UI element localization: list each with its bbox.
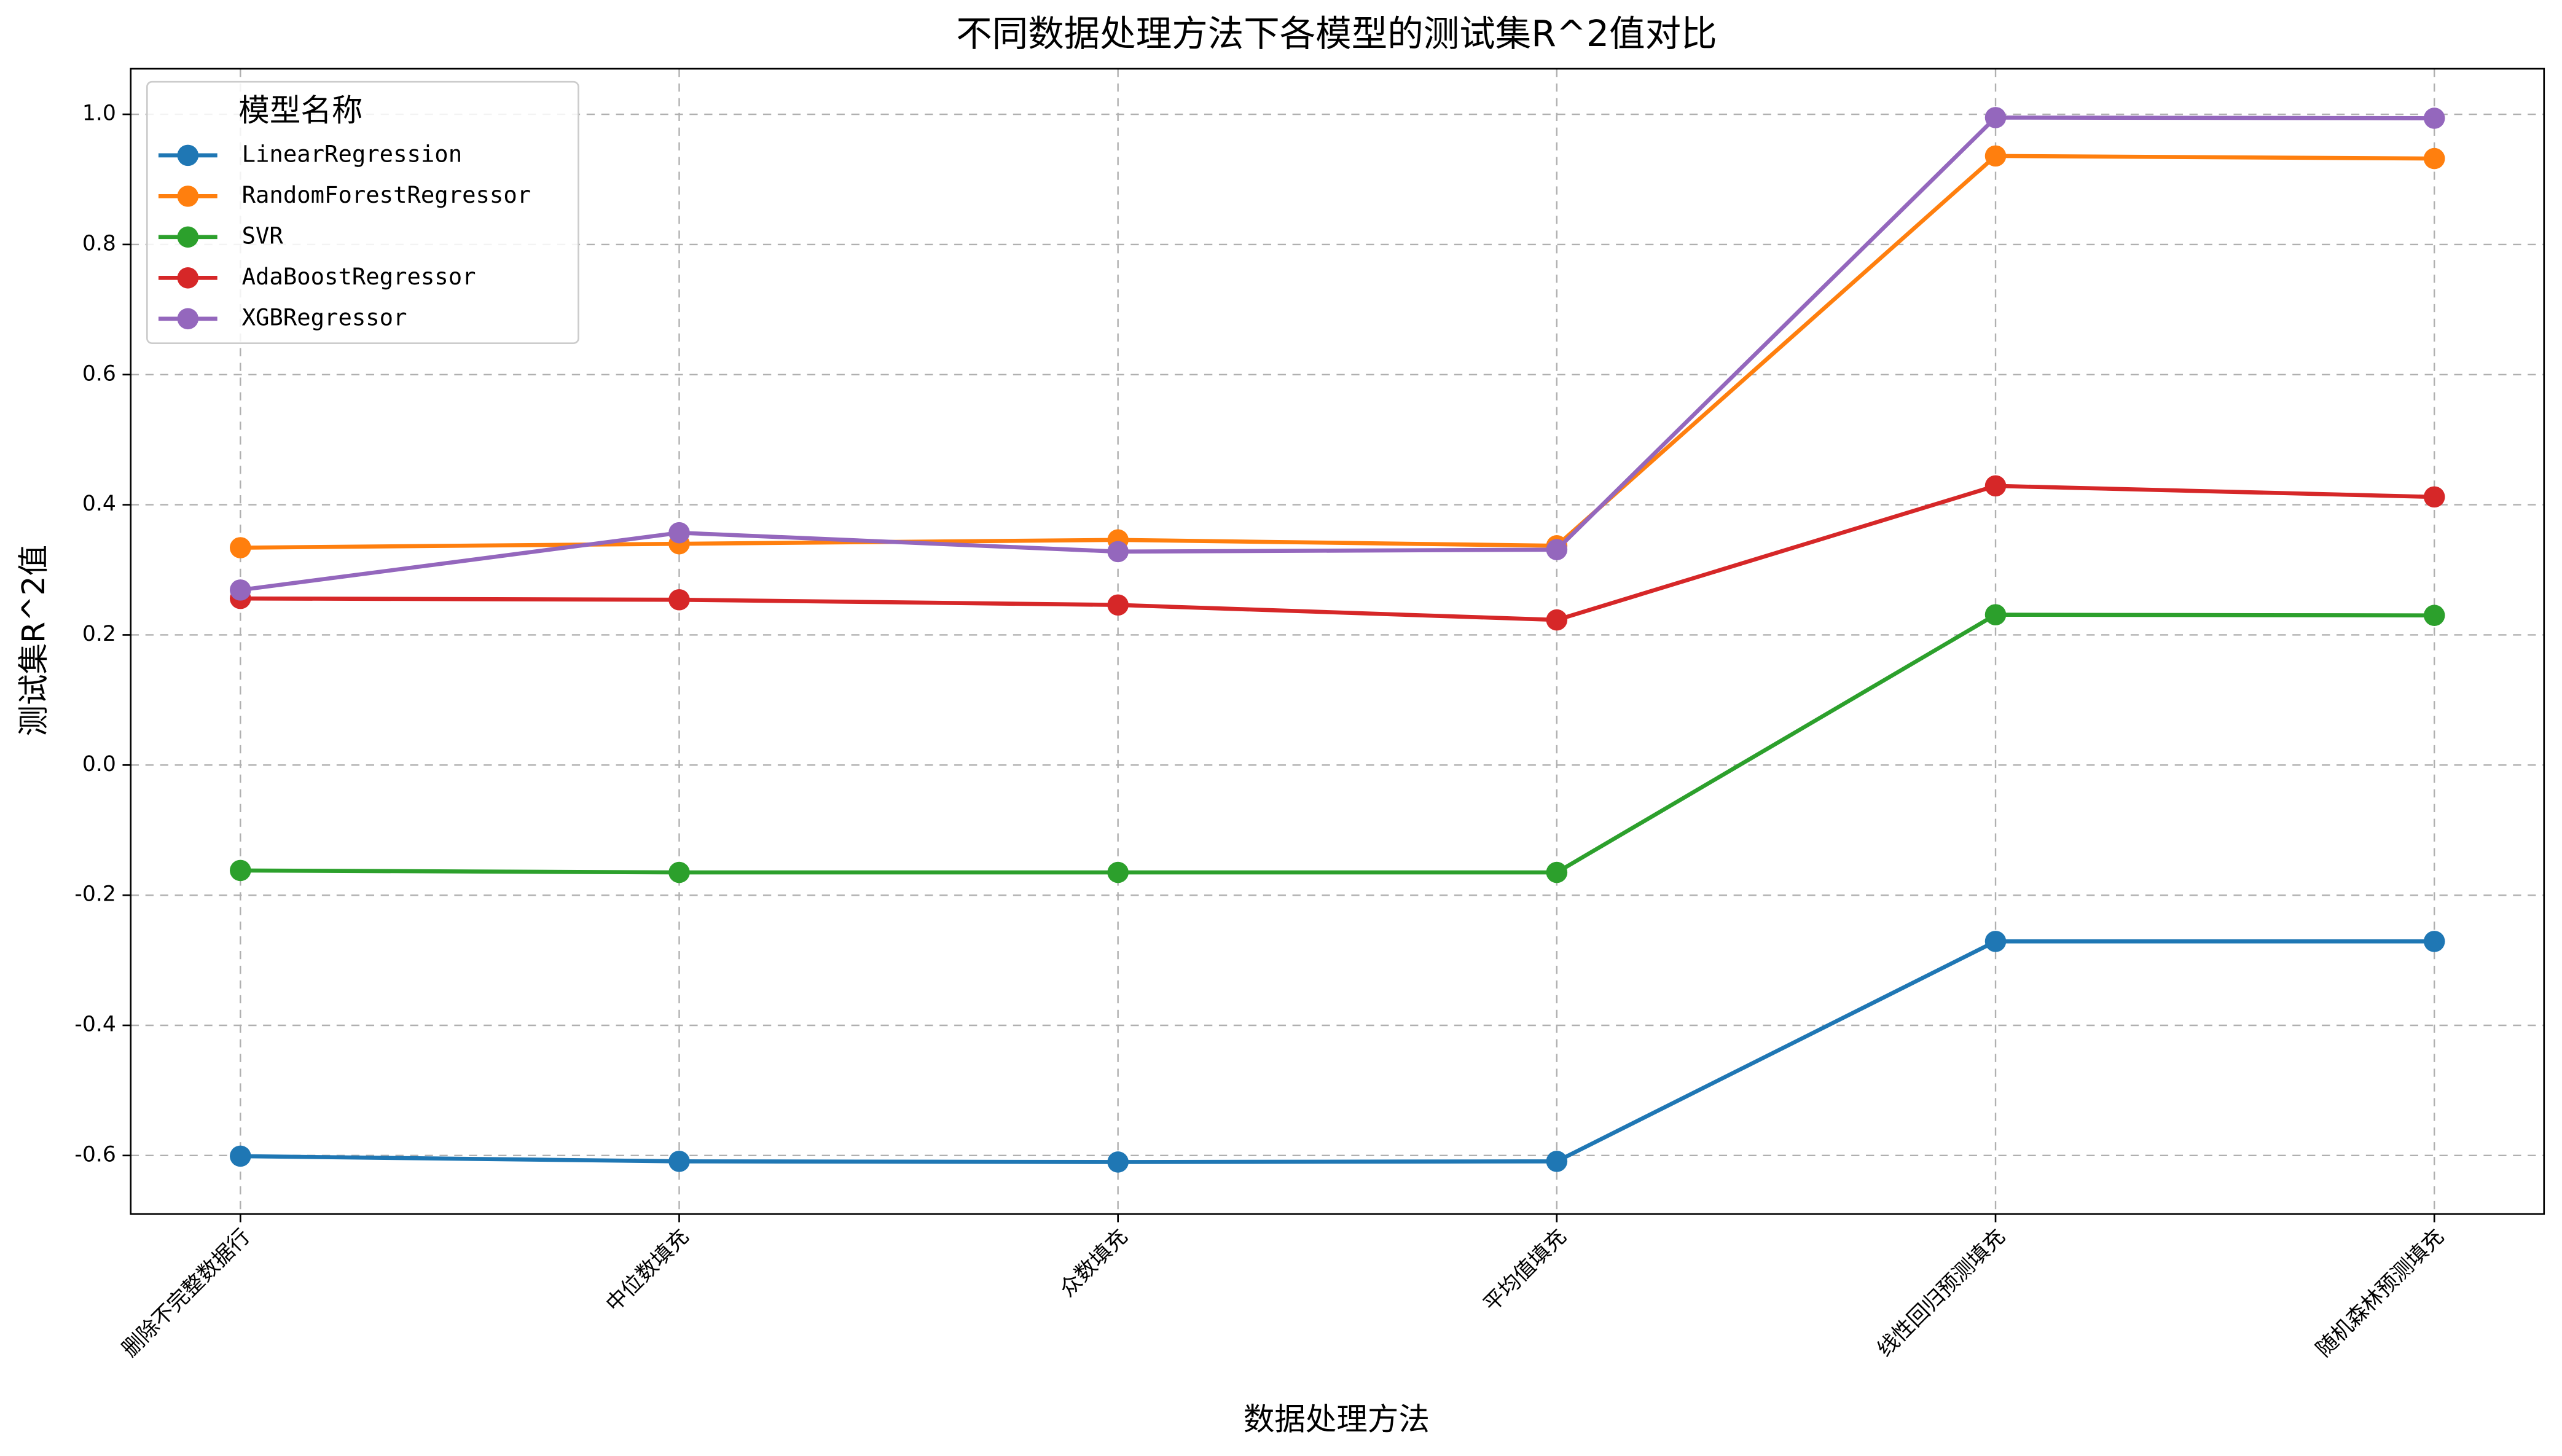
y-tick-label: 0.8 — [82, 231, 116, 256]
legend-label: XGBRegressor — [242, 303, 407, 331]
y-tick-label: 0.4 — [82, 491, 116, 516]
data-point — [2423, 108, 2445, 129]
y-tick-label: 0.2 — [82, 622, 116, 646]
data-point — [1984, 145, 2007, 167]
legend-label: LinearRegression — [242, 140, 463, 167]
data-point — [668, 861, 690, 883]
data-point — [1984, 475, 2007, 497]
data-point — [2423, 605, 2445, 626]
data-point — [668, 589, 690, 611]
legend-label: SVR — [242, 222, 284, 249]
data-point — [668, 1151, 690, 1172]
y-tick-label: -0.6 — [74, 1142, 116, 1167]
y-tick-label: -0.2 — [74, 882, 116, 907]
legend-marker — [177, 308, 199, 330]
series-line — [240, 483, 2435, 622]
y-tick-label: 0.6 — [82, 361, 116, 386]
data-point — [1546, 1151, 1568, 1172]
chart-title: 不同数据处理方法下各模型的测试集R^2值对比 — [956, 13, 1717, 55]
legend-title: 模型名称 — [238, 92, 362, 128]
x-tick-label: 平均值填充 — [1479, 1224, 1571, 1317]
data-point — [668, 522, 690, 544]
series-line — [240, 154, 2435, 550]
y-tick-label: 0.0 — [82, 752, 116, 777]
data-point — [1107, 541, 1129, 563]
legend-label: AdaBoostRegressor — [242, 263, 476, 290]
data-point — [1546, 539, 1568, 560]
data-point — [1107, 861, 1129, 883]
data-point — [230, 579, 251, 601]
data-point — [1107, 594, 1129, 616]
legend-box — [146, 80, 579, 345]
x-axis-label: 数据处理方法 — [1244, 1401, 1430, 1437]
data-point — [2423, 931, 2445, 952]
plot-frame — [130, 68, 2545, 1215]
data-point — [1984, 604, 2007, 625]
y-tick-label: -0.4 — [74, 1012, 116, 1037]
data-point — [230, 859, 251, 882]
y-tick-label: 1.0 — [82, 101, 116, 126]
series-line — [240, 613, 2435, 875]
legend-marker — [177, 186, 199, 207]
x-tick-label: 线性回归预测填充 — [1873, 1224, 2010, 1362]
series-line — [240, 115, 2435, 592]
data-point — [2423, 147, 2445, 170]
x-tick-label: 删除不完整数据行 — [117, 1224, 255, 1362]
data-point — [2423, 486, 2445, 508]
x-tick-label: 众数填充 — [1055, 1224, 1132, 1302]
data-point — [1107, 1151, 1129, 1173]
data-point — [230, 1145, 251, 1167]
y-axis-label: 测试集R^2值 — [15, 545, 52, 737]
data-point — [230, 537, 251, 558]
x-tick-label: 随机森林预测填充 — [2311, 1224, 2449, 1362]
data-point — [1546, 609, 1568, 631]
legend-label: RandomForestRegressor — [242, 181, 531, 208]
x-tick-label: 中位数填充 — [601, 1224, 694, 1317]
legend-marker — [177, 144, 199, 166]
data-point — [1546, 861, 1568, 883]
series-line — [240, 939, 2435, 1164]
data-point — [1984, 107, 2007, 128]
legend-marker — [177, 226, 199, 248]
data-point — [1984, 931, 2007, 952]
legend-marker — [177, 267, 199, 289]
